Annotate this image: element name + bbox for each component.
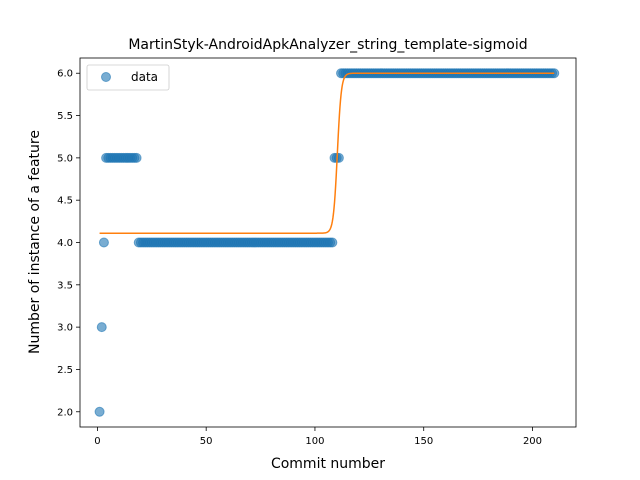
y-tick-label: 6.0 bbox=[57, 69, 73, 80]
y-tick-label: 4.0 bbox=[57, 238, 73, 249]
x-axis-label: Commit number bbox=[271, 456, 385, 472]
data-point bbox=[94, 406, 105, 417]
chart-title: MartinStyk-AndroidApkAnalyzer_string_tem… bbox=[128, 37, 527, 53]
x-tick-label: 50 bbox=[200, 436, 213, 447]
data-point bbox=[96, 322, 107, 333]
x-tick-label: 200 bbox=[523, 436, 542, 447]
y-tick-label: 2.5 bbox=[57, 365, 73, 376]
sigmoid-fit-line bbox=[99, 72, 555, 234]
y-tick-label: 5.0 bbox=[57, 153, 73, 164]
x-axis: 0 50 100 150 200 bbox=[94, 427, 542, 447]
legend-marker-data bbox=[101, 72, 111, 82]
y-tick-label: 3.0 bbox=[57, 323, 73, 334]
data-point bbox=[327, 237, 338, 248]
y-tick-label: 5.5 bbox=[57, 111, 73, 122]
data-point bbox=[333, 152, 344, 163]
legend: data bbox=[86, 64, 170, 91]
plot-area bbox=[94, 68, 560, 417]
x-tick-label: 0 bbox=[94, 436, 100, 447]
y-tick-label: 3.5 bbox=[57, 280, 73, 291]
x-tick-label: 150 bbox=[414, 436, 433, 447]
data-point bbox=[98, 237, 109, 248]
y-axis-label: Number of instance of a feature bbox=[27, 130, 43, 354]
data-point bbox=[131, 152, 142, 163]
y-axis: 2.0 2.5 3.0 3.5 4.0 4.5 5.0 5.5 6.0 bbox=[57, 69, 80, 418]
legend-label-data: data bbox=[131, 70, 158, 84]
legend-box bbox=[86, 64, 170, 91]
y-tick-label: 4.5 bbox=[57, 196, 73, 207]
y-tick-label: 2.0 bbox=[57, 407, 73, 418]
x-tick-label: 100 bbox=[305, 436, 324, 447]
